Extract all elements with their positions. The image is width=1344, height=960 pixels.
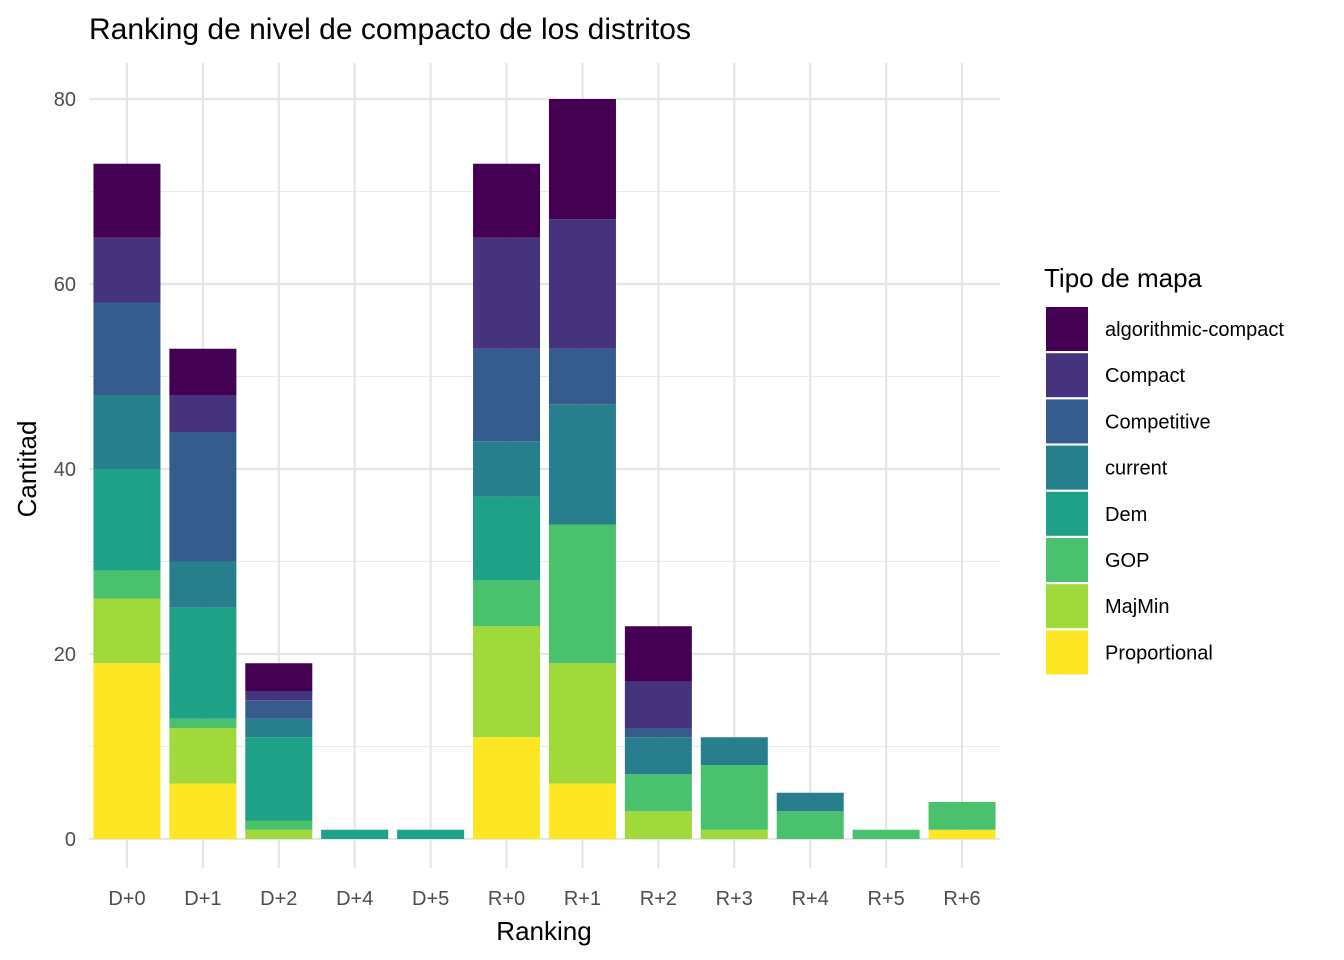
x-tick-label: R+0 — [488, 888, 525, 910]
legend-key — [1046, 538, 1088, 582]
x-tick-label: D+1 — [184, 888, 221, 910]
x-tick-label: D+5 — [412, 888, 449, 910]
bar-segment — [624, 681, 692, 728]
legend-title: Tipo de mapa — [1044, 263, 1203, 293]
y-tick-label: 40 — [54, 459, 76, 481]
legend-key — [1046, 445, 1088, 490]
legend-label: Proportional — [1105, 642, 1213, 664]
bar-segment — [473, 737, 541, 839]
bar-segment — [245, 737, 313, 821]
bar-segment — [624, 626, 692, 682]
legend-key — [1046, 307, 1088, 351]
bar-segment — [473, 348, 541, 442]
bar-segment — [169, 783, 237, 839]
bar-segment — [93, 237, 161, 303]
bar-segment — [624, 737, 692, 775]
bar-segment — [473, 237, 541, 349]
bar-segment — [548, 348, 616, 405]
y-tick-label: 0 — [65, 829, 76, 851]
bar-segment — [548, 99, 616, 220]
x-tick-label: R+5 — [868, 888, 905, 910]
bar-segment — [169, 561, 237, 608]
bar-segment — [93, 570, 161, 599]
bar-segment — [93, 163, 161, 238]
legend-label: MajMin — [1105, 596, 1169, 618]
bar-segment — [245, 820, 313, 830]
bar-segment — [169, 348, 237, 395]
gridlines — [89, 63, 1000, 868]
bar-segment — [93, 598, 161, 664]
bar-segment — [852, 829, 920, 839]
bar-segment — [169, 395, 237, 432]
legend-label: Dem — [1105, 504, 1147, 526]
legend: Tipo de mapa algorithmic-compact Compact C… — [1044, 263, 1284, 675]
legend-label: Compact — [1105, 365, 1185, 387]
legend-key — [1046, 353, 1088, 398]
bar-segment — [169, 718, 237, 728]
y-axis-label: Cantitad — [12, 421, 42, 518]
bar-segment — [169, 728, 237, 784]
y-tick-label: 80 — [54, 89, 76, 111]
legend-key — [1046, 399, 1088, 444]
x-tick-label: D+0 — [108, 888, 145, 910]
bar-segment — [245, 663, 313, 691]
x-tick-label: D+4 — [336, 888, 373, 910]
x-tick-label: R+4 — [792, 888, 829, 910]
bar-segment — [245, 829, 313, 839]
chart-title: Ranking de nivel de compacto de los dist… — [89, 13, 691, 46]
legend-key — [1046, 491, 1088, 536]
legend-key — [1046, 584, 1088, 629]
bar-segment — [776, 792, 844, 812]
bar-segment — [473, 163, 541, 238]
bar-segment — [624, 811, 692, 839]
legend-label: current — [1105, 458, 1168, 480]
bar-segment — [93, 663, 161, 839]
bar-segment — [928, 802, 996, 830]
bar-segment — [700, 765, 768, 830]
x-tick-label: D+2 — [260, 888, 297, 910]
bar-segment — [169, 607, 237, 719]
bar-segment — [700, 829, 768, 839]
y-tick-labels: 0 20 40 60 80 — [54, 89, 76, 851]
bar-segment — [473, 580, 541, 627]
bar-segment — [548, 524, 616, 664]
legend-label: Competitive — [1105, 411, 1211, 433]
bar-segment — [473, 496, 541, 580]
bar-segment — [473, 441, 541, 497]
x-tick-label: R+6 — [943, 888, 980, 910]
bar-segment — [245, 718, 313, 738]
bar-segment — [93, 302, 161, 395]
y-tick-label: 20 — [54, 644, 76, 666]
x-tick-label: R+1 — [564, 888, 601, 910]
bar-segment — [245, 700, 313, 719]
bar-segment — [169, 432, 237, 562]
x-tick-label: R+2 — [640, 888, 677, 910]
y-tick-label: 60 — [54, 274, 76, 296]
bar-segment — [93, 395, 161, 469]
bar-segment — [928, 829, 996, 839]
bar-segment — [624, 728, 692, 738]
bar-segment — [473, 626, 541, 738]
bar-segment — [776, 811, 844, 839]
legend-key — [1046, 630, 1088, 675]
bar-segment — [245, 691, 313, 701]
bar-segment — [548, 404, 616, 525]
bar-segment — [548, 663, 616, 784]
x-tick-label: R+3 — [716, 888, 753, 910]
bar-segment — [700, 737, 768, 765]
x-tick-labels: D+0 D+1 D+2 D+4 D+5 R+0 R+1 R+2 R+3 R+4 R+5 R+6 — [108, 888, 980, 910]
bar-segment — [93, 469, 161, 571]
bars — [93, 99, 996, 839]
bar-segment — [397, 829, 465, 839]
x-axis-label: Ranking — [496, 916, 591, 946]
bar-segment — [321, 829, 389, 839]
bar-segment — [624, 774, 692, 812]
legend-label: GOP — [1105, 550, 1149, 572]
legend-label: algorithmic-compact — [1105, 319, 1284, 341]
bar-segment — [548, 219, 616, 349]
bar-segment — [548, 783, 616, 839]
